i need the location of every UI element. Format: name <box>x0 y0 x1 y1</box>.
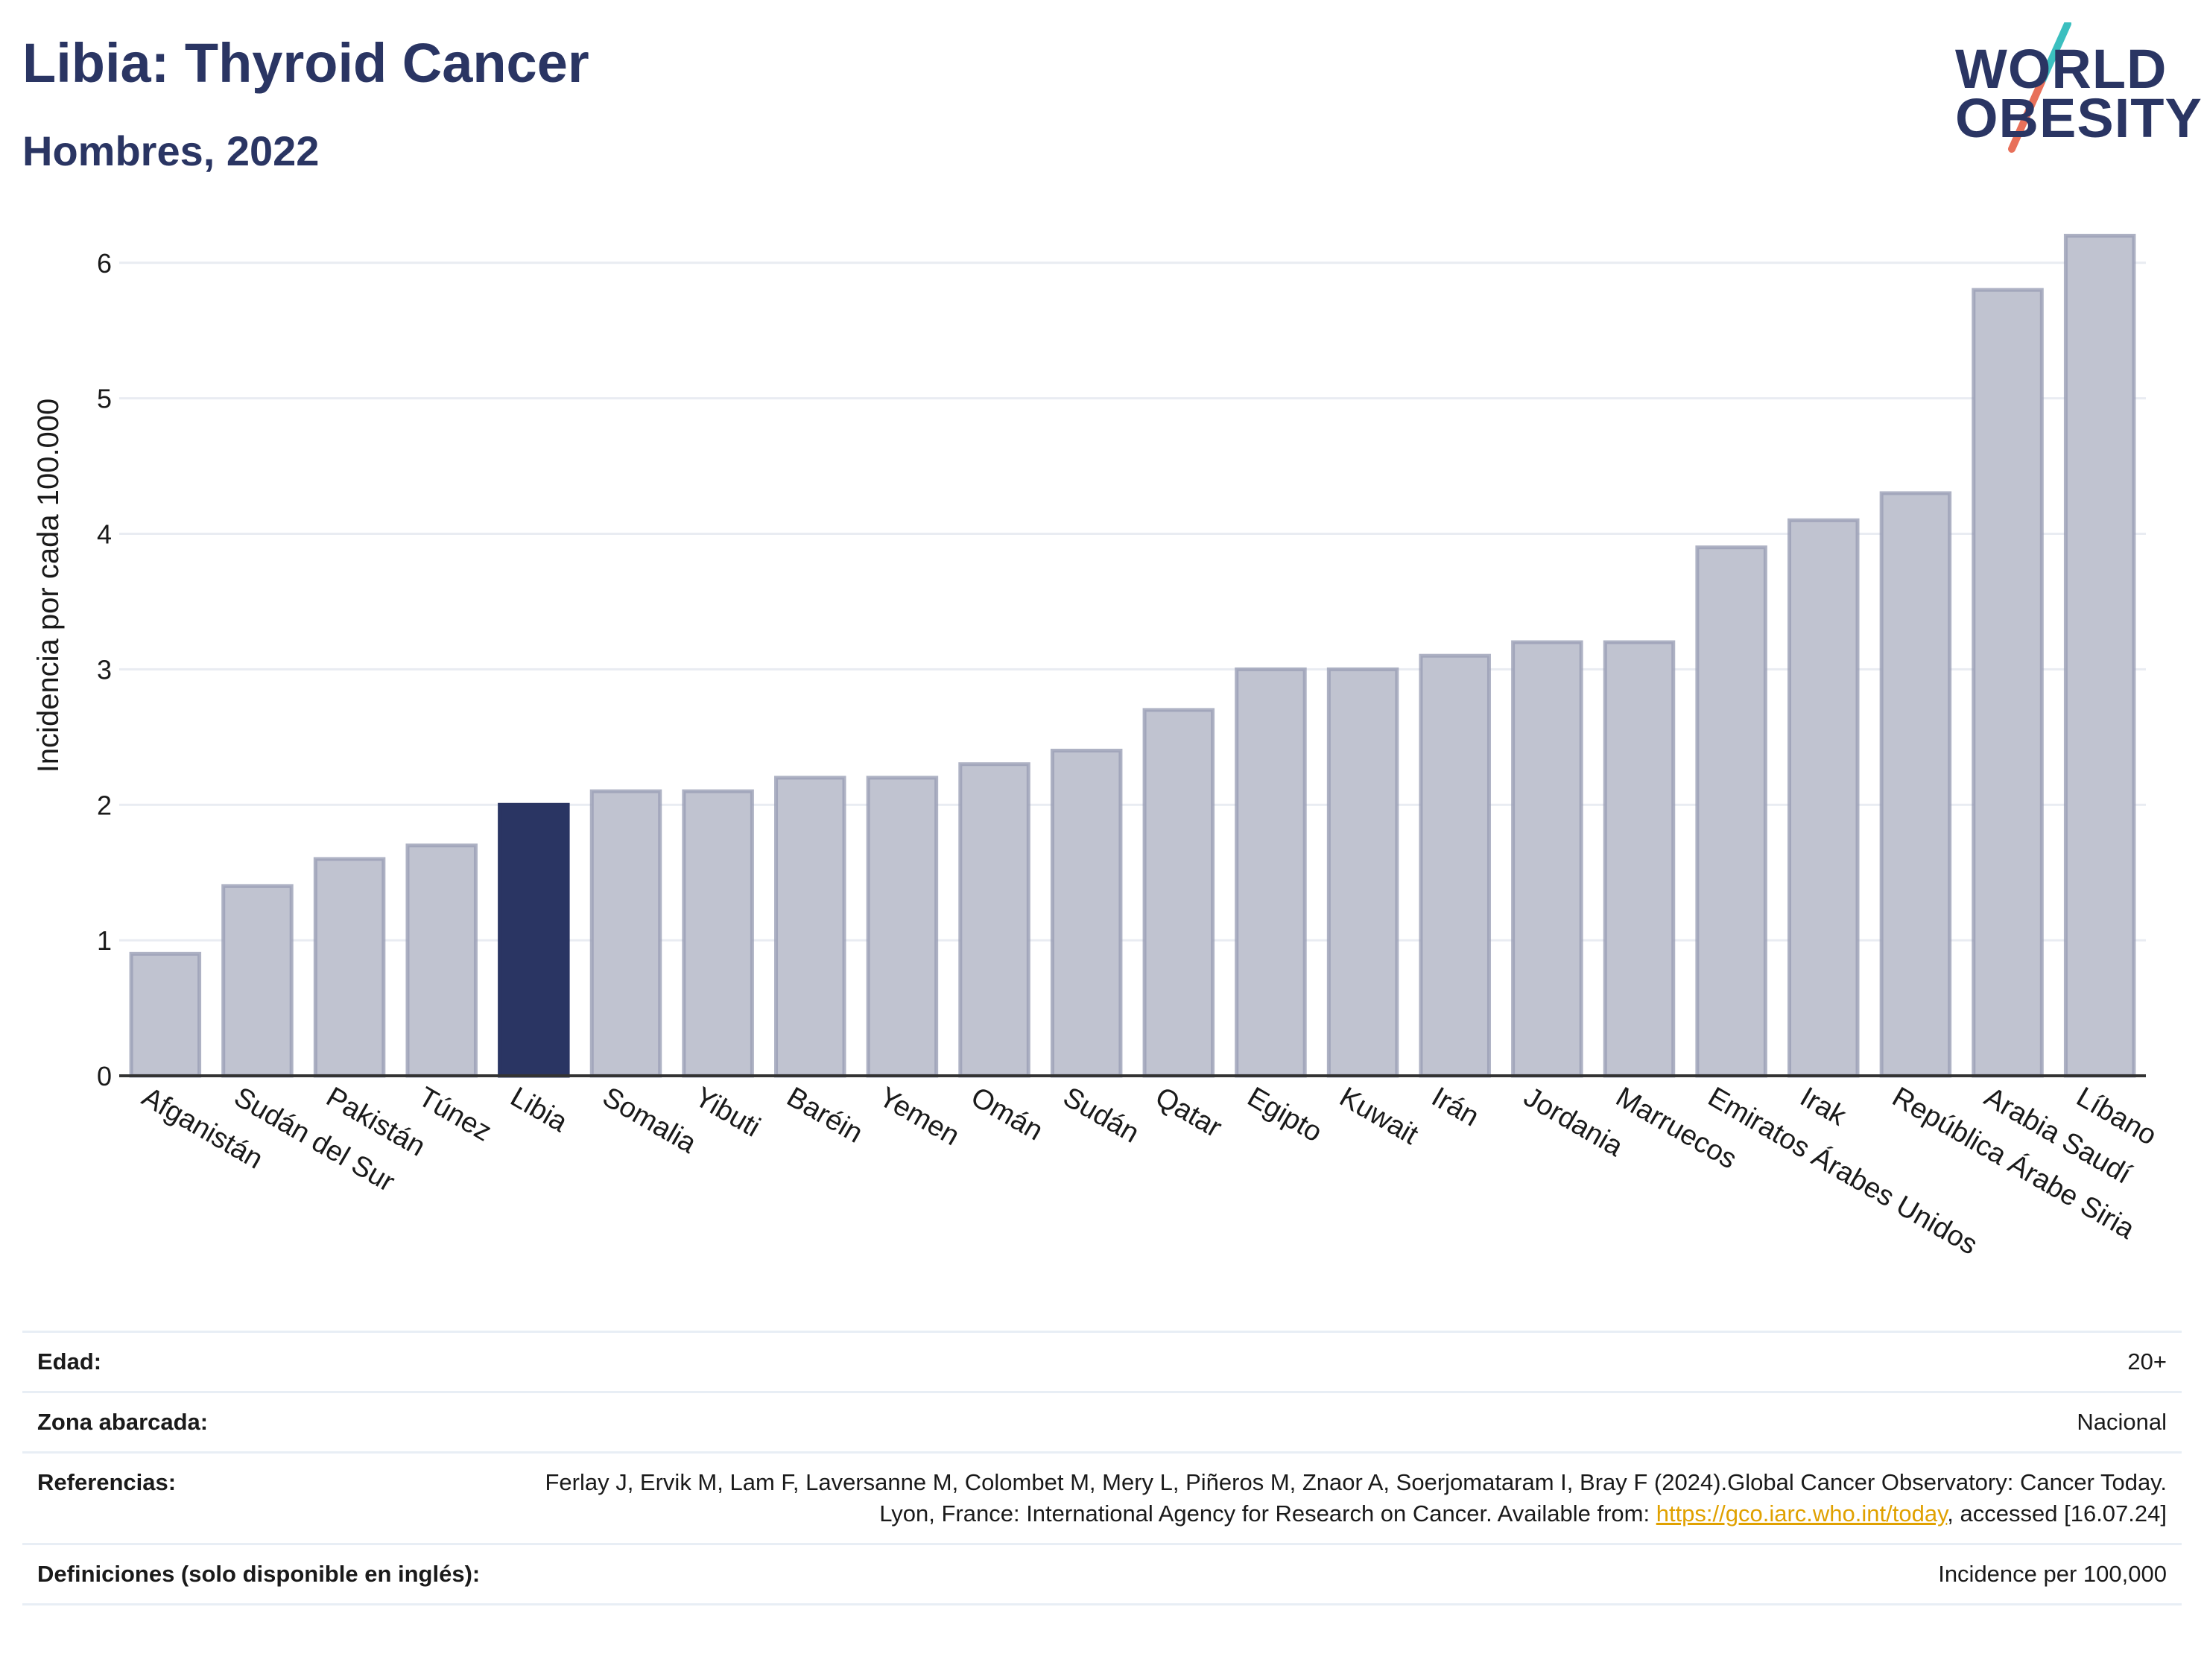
x-tick-label: Sudán <box>1058 1081 1144 1149</box>
world-obesity-logo: WORLD OBESITY <box>1937 22 2202 164</box>
meta-value-definitions: Incidence per 100,000 <box>1938 1561 2167 1587</box>
y-tick-label: 1 <box>97 925 112 956</box>
meta-label-definitions: Definiciones (solo disponible en inglés)… <box>37 1561 481 1587</box>
logo-word-obesity: OBESITY <box>1955 87 2203 149</box>
bar <box>1879 491 1952 1078</box>
reference-link[interactable]: https://gco.iarc.who.int/today <box>1656 1500 1948 1527</box>
y-tick-label: 3 <box>97 654 112 685</box>
x-tick-label: Somalia <box>598 1081 703 1159</box>
metadata-table: Edad: 20+ Zona abarcada: Nacional Refere… <box>22 1331 2182 1605</box>
bar <box>1419 653 1491 1078</box>
y-axis-label: Incidencia por cada 100.000 <box>32 399 65 773</box>
bar <box>682 789 754 1078</box>
bar <box>958 762 1030 1078</box>
y-tick-label: 5 <box>97 384 112 414</box>
meta-row-definitions: Definiciones (solo disponible en inglés)… <box>22 1543 2182 1605</box>
meta-value-references: Ferlay J, Ervik M, Lam F, Laversanne M, … <box>542 1467 2167 1530</box>
x-tick-label: Omán <box>966 1081 1048 1147</box>
bar <box>1972 288 2044 1078</box>
bar <box>1326 667 1399 1078</box>
x-tick-label: Irak <box>1795 1081 1852 1132</box>
logo-word-world: WORLD <box>1955 38 2167 100</box>
y-axis-ticks: 0 1 2 3 4 5 6 <box>97 248 112 1091</box>
bar <box>1142 708 1215 1078</box>
bar <box>866 776 939 1078</box>
bar <box>1235 667 1307 1078</box>
reference-accessed: , accessed [16.07.24] <box>1947 1500 2167 1527</box>
bar <box>498 802 570 1078</box>
meta-value-coverage: Nacional <box>2077 1409 2167 1435</box>
bar <box>313 857 386 1078</box>
y-tick-label: 0 <box>97 1061 112 1091</box>
chart-subtitle: Hombres, 2022 <box>22 127 320 174</box>
x-tick-label: Baréin <box>782 1081 868 1149</box>
reference-text: Ferlay J, Ervik M, Lam F, Laversanne M, … <box>545 1469 2167 1527</box>
meta-value-age: 20+ <box>2127 1348 2167 1375</box>
x-tick-label: Jordania <box>1519 1081 1629 1163</box>
meta-row-age: Edad: 20+ <box>22 1331 2182 1391</box>
x-tick-label: Qatar <box>1150 1081 1227 1144</box>
x-tick-label: Libia <box>505 1081 573 1138</box>
meta-label-references: Referencias: <box>37 1469 177 1495</box>
x-tick-label: Yibuti <box>689 1081 765 1143</box>
bar <box>1050 749 1123 1078</box>
bar <box>129 951 202 1078</box>
x-tick-label: Irán <box>1426 1081 1484 1132</box>
x-tick-label: Egipto <box>1242 1081 1327 1148</box>
logo-slash-icon <box>2008 22 2071 153</box>
y-tick-label: 4 <box>97 519 112 550</box>
bar <box>589 789 662 1078</box>
bar <box>1511 640 1583 1078</box>
y-tick-label: 6 <box>97 248 112 279</box>
meta-row-coverage: Zona abarcada: Nacional <box>22 1391 2182 1451</box>
x-tick-label: Yemen <box>873 1081 964 1152</box>
bars <box>129 233 2136 1078</box>
x-tick-label: Kuwait <box>1334 1081 1424 1151</box>
meta-row-references: Referencias: Ferlay J, Ervik M, Lam F, L… <box>22 1451 2182 1543</box>
bar <box>2063 233 2136 1078</box>
bar <box>1787 518 1860 1078</box>
bar <box>1695 545 1767 1078</box>
meta-label-coverage: Zona abarcada: <box>37 1409 209 1435</box>
bar-chart: 0 1 2 3 4 5 6 Incidencia por cada 100.000 Afga… <box>32 233 2162 1261</box>
y-tick-label: 2 <box>97 790 112 820</box>
bar <box>1603 640 1676 1078</box>
bar <box>774 776 846 1078</box>
bar <box>221 884 294 1078</box>
meta-label-age: Edad: <box>37 1348 102 1375</box>
bar <box>405 843 478 1078</box>
chart-title: Libia: Thyroid Cancer <box>22 32 589 94</box>
